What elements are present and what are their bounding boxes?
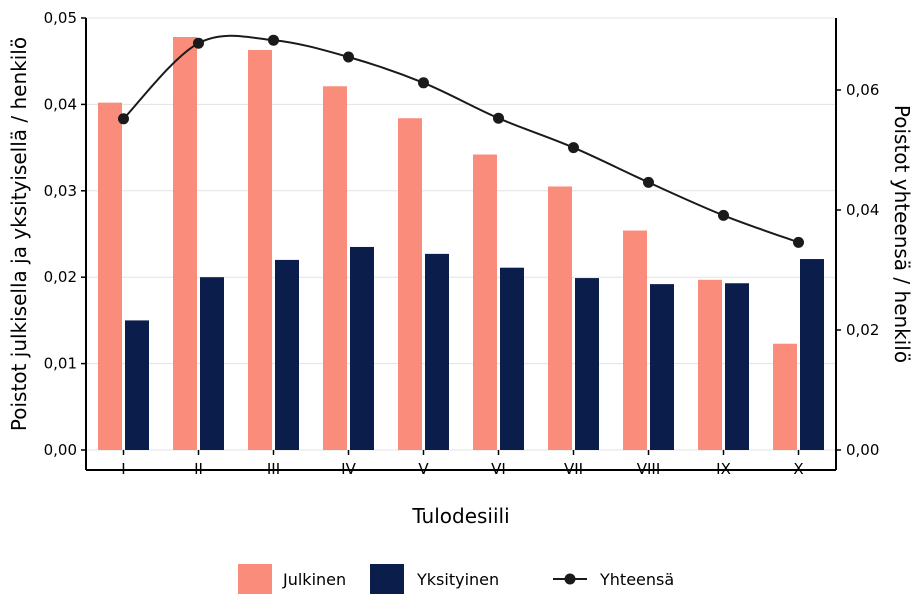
point-yhteensa: [418, 77, 429, 89]
x-tick-label: I: [121, 460, 125, 478]
bar-yksityinen: [125, 320, 149, 450]
x-tick-label: VIII: [637, 460, 661, 478]
x-tick-label: VI: [491, 460, 506, 478]
point-yhteensa: [268, 34, 279, 46]
bar-yksityinen: [725, 283, 749, 450]
legend: Julkinen Yksityinen Yhteensä: [238, 564, 674, 594]
legend-swatch-julkinen: [238, 564, 272, 594]
point-yhteensa: [793, 236, 804, 248]
y-tick-label: 0,05: [44, 9, 77, 27]
bars: [98, 37, 824, 451]
bar-julkinen: [773, 343, 797, 450]
total-line: [118, 34, 804, 248]
y2-tick-label: 0,06: [846, 81, 879, 99]
y-tick-label: 0,03: [44, 182, 77, 200]
legend-label-julkinen: Julkinen: [282, 570, 346, 589]
point-yhteensa: [493, 112, 504, 124]
legend-label-yhteensa: Yhteensä: [599, 570, 674, 589]
y-tick-label: 0,02: [44, 268, 77, 286]
bar-yksityinen: [575, 278, 599, 450]
point-yhteensa: [568, 142, 579, 154]
bar-yksityinen: [425, 253, 449, 450]
bar-yksityinen: [275, 259, 299, 450]
legend-swatch-yksityinen: [370, 564, 404, 594]
bar-julkinen: [623, 230, 647, 450]
legend-label-yksityinen: Yksityinen: [416, 570, 499, 589]
bar-yksityinen: [500, 267, 524, 450]
x-tick-label: X: [793, 460, 803, 478]
tick-labels: 0,00 0,01 0,02 0,03 0,04 0,05 0,00 0,02 0,04 0,06…: [44, 9, 880, 478]
bar-julkinen: [323, 86, 347, 451]
bar-yksityinen: [350, 246, 374, 450]
point-yhteensa: [343, 51, 354, 63]
x-tick-label: IV: [341, 460, 356, 478]
x-tick-label: VII: [564, 460, 583, 478]
x-tick-label: V: [418, 460, 429, 478]
point-yhteensa: [718, 209, 729, 221]
y2-axis-title: Poistot yhteensä / henkilö: [890, 105, 914, 363]
point-yhteensa: [193, 37, 204, 49]
bar-julkinen: [98, 102, 122, 450]
y2-tick-label: 0,00: [846, 441, 879, 459]
legend-marker-yhteensa: [564, 573, 576, 585]
bar-julkinen: [248, 49, 272, 451]
bar-yksityinen: [800, 259, 824, 450]
y-axis-title: Poistot julkisella ja yksityisellä / hen…: [7, 37, 31, 431]
gridlines: [86, 17, 836, 451]
point-yhteensa: [643, 176, 654, 188]
y-tick-label: 0,01: [44, 355, 77, 373]
axes: [85, 18, 837, 471]
bar-julkinen: [698, 279, 722, 450]
y-tick-label: 0,00: [44, 441, 77, 459]
y2-tick-label: 0,04: [846, 201, 879, 219]
bar-yksityinen: [650, 284, 674, 450]
bar-julkinen: [473, 154, 497, 450]
bar-julkinen: [398, 118, 422, 450]
bar-julkinen: [173, 37, 197, 451]
point-yhteensa: [118, 113, 129, 125]
bar-yksityinen: [200, 277, 224, 450]
x-tick-label: III: [267, 460, 280, 478]
x-tick-label: II: [194, 460, 203, 478]
y-tick-label: 0,04: [44, 95, 77, 113]
x-tick-label: IX: [716, 460, 731, 478]
x-axis-title: Tulodesiili: [411, 504, 509, 528]
bar-julkinen: [548, 186, 572, 451]
y2-tick-label: 0,02: [846, 321, 879, 339]
line-yhteensa: [122, 34, 799, 244]
